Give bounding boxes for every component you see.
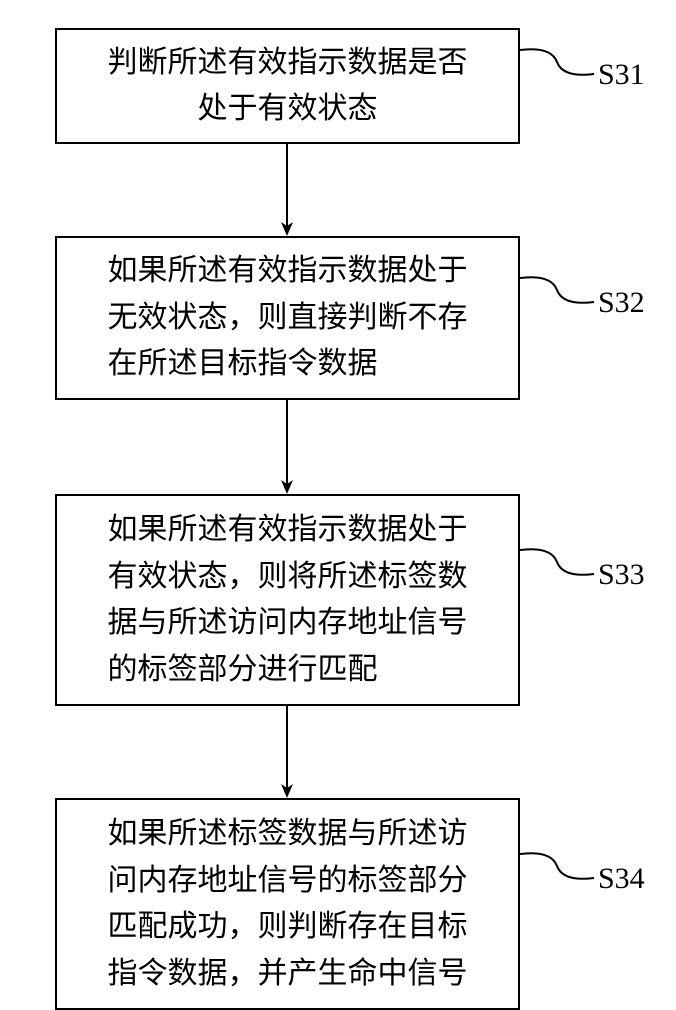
step-label: S33 — [598, 558, 645, 592]
flowchart-node: 如果所述标签数据与所述访 问内存地址信号的标签部分 匹配成功，则判断存在目标 指… — [55, 798, 520, 1010]
step-label: S32 — [598, 286, 645, 320]
label-connector — [520, 49, 594, 75]
flowchart-canvas: 判断所述有效指示数据是否 处于有效状态 S31 如果所述有效指示数据处于 无效状态，… — [0, 0, 676, 1000]
node-text: 如果所述标签数据与所述访 问内存地址信号的标签部分 匹配成功，则判断存在目标 指… — [108, 811, 468, 997]
label-connector — [520, 277, 594, 303]
label-connector — [520, 853, 594, 879]
node-text: 如果所述有效指示数据处于 无效状态，则直接判断不存 在所述目标指令数据 — [108, 248, 468, 388]
step-label: S34 — [598, 862, 645, 896]
flowchart-node: 如果所述有效指示数据处于 有效状态，则将所述标签数 据与所述访问内存地址信号 的… — [55, 494, 520, 706]
step-label: S31 — [598, 58, 645, 92]
node-text: 判断所述有效指示数据是否 处于有效状态 — [108, 40, 468, 133]
flowchart-node: 判断所述有效指示数据是否 处于有效状态 — [55, 28, 520, 144]
flowchart-node: 如果所述有效指示数据处于 无效状态，则直接判断不存 在所述目标指令数据 — [55, 236, 520, 400]
label-connector — [520, 549, 594, 575]
node-text: 如果所述有效指示数据处于 有效状态，则将所述标签数 据与所述访问内存地址信号 的… — [108, 507, 468, 693]
